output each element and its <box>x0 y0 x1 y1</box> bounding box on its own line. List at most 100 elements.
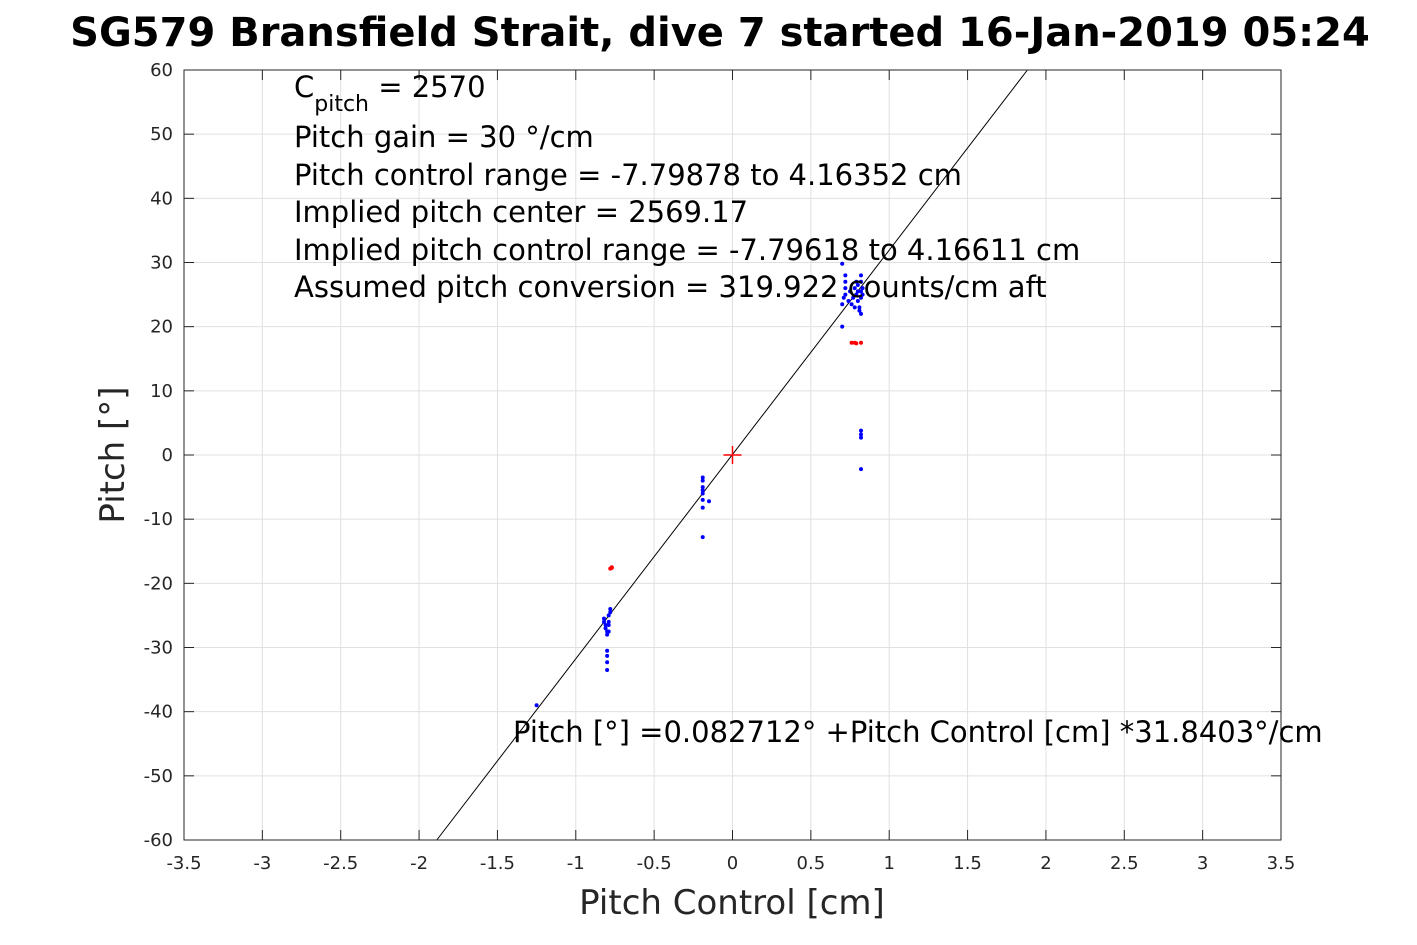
data-point-blue <box>849 302 854 307</box>
x-axis-label: Pitch Control [cm] <box>579 883 885 923</box>
data-point-blue <box>700 478 705 483</box>
x-tick-label: -2 <box>410 853 428 874</box>
pitch-gain-annotation: Pitch gain = 30 °/cm <box>294 120 594 154</box>
x-tick-label: 3 <box>1197 853 1208 874</box>
control-range-annotation: Pitch control range = -7.79878 to 4.1635… <box>294 158 962 192</box>
data-point-blue <box>852 286 857 291</box>
data-point-blue <box>848 289 853 294</box>
data-point-blue <box>840 302 845 307</box>
y-tick-label: -10 <box>144 509 173 530</box>
data-point-blue <box>840 324 845 329</box>
implied-range-annotation: Implied pitch control range = -7.79618 t… <box>294 233 1080 267</box>
x-tick-label: 2.5 <box>1110 853 1139 874</box>
data-point-blue <box>606 629 611 634</box>
y-tick-label: -30 <box>144 638 173 659</box>
data-point-blue <box>857 305 862 310</box>
data-point-blue <box>859 428 864 433</box>
y-tick-label: -40 <box>144 702 173 723</box>
data-point-blue <box>843 292 848 297</box>
y-tick-label: 40 <box>150 188 173 209</box>
data-point-blue <box>605 653 610 658</box>
x-tick-label: 3.5 <box>1267 853 1296 874</box>
data-point-blue <box>700 488 705 493</box>
x-tick-label: 1.5 <box>953 853 982 874</box>
data-point-red <box>609 565 614 570</box>
cpitch-annotation: Cpitch = 2570 <box>294 70 486 117</box>
data-point-blue <box>854 279 859 284</box>
x-tick-label: -3.5 <box>166 853 201 874</box>
data-point-blue <box>860 286 865 291</box>
data-point-blue <box>700 475 705 480</box>
data-point-blue <box>860 292 865 297</box>
data-point-blue <box>608 610 613 615</box>
y-tick-label: 10 <box>150 381 173 402</box>
data-point-blue <box>840 261 845 266</box>
y-tick-label: 50 <box>150 124 173 145</box>
y-tick-label: -50 <box>144 766 173 787</box>
data-point-blue <box>852 305 857 310</box>
data-point-blue <box>534 703 539 708</box>
data-point-blue <box>605 667 610 672</box>
data-point-blue <box>608 607 613 611</box>
data-point-blue <box>700 497 705 502</box>
cpitch-value: = 2570 <box>369 70 486 104</box>
data-point-blue <box>855 289 860 294</box>
data-point-blue <box>859 311 864 316</box>
data-point-blue <box>859 435 864 440</box>
data-point-blue <box>706 499 711 504</box>
y-tick-label: 0 <box>162 445 173 466</box>
data-point-blue <box>859 467 864 472</box>
data-point-blue <box>846 299 851 303</box>
x-tick-label: 1 <box>883 853 894 874</box>
data-point-red <box>854 341 859 346</box>
data-point-red <box>849 340 854 345</box>
y-tick-label: 20 <box>150 317 173 338</box>
x-tick-label: 0.5 <box>797 853 826 874</box>
data-point-blue <box>843 273 848 278</box>
data-point-blue <box>843 286 848 291</box>
y-axis-label: Pitch [°] <box>93 386 133 523</box>
y-tick-label: 30 <box>150 253 173 274</box>
x-tick-label: -0.5 <box>637 853 672 874</box>
x-tick-label: -1 <box>567 853 585 874</box>
data-point-blue <box>606 613 611 618</box>
data-point-blue <box>855 282 860 287</box>
y-tick-label: -20 <box>144 573 173 594</box>
x-tick-label: 0 <box>727 853 738 874</box>
fit-equation-annotation: Pitch [°] =0.082712° +Pitch Control [cm]… <box>513 715 1323 749</box>
data-point-blue <box>605 648 610 653</box>
data-point-blue <box>700 491 705 496</box>
data-point-blue <box>855 299 860 303</box>
data-point-blue <box>606 619 611 624</box>
data-point-blue <box>841 295 846 300</box>
data-point-blue <box>700 485 705 490</box>
data-point-blue <box>859 273 864 278</box>
axis-ticks: -3.5 -3 -2.5 -2 -1.5 -1 -0.5 0 0.5 1 1.5 2 2.5 3 3.5 -6… <box>144 60 1296 874</box>
conversion-annotation: Assumed pitch conversion = 319.922 count… <box>294 270 1047 304</box>
data-point-blue <box>601 616 606 621</box>
data-point-blue <box>859 279 864 284</box>
data-point-blue <box>606 623 611 628</box>
data-point-blue <box>857 308 862 313</box>
data-point-blue <box>603 623 608 628</box>
data-point-blue <box>601 619 606 624</box>
data-point-blue <box>854 292 859 297</box>
data-point-blue <box>843 279 848 284</box>
cpitch-symbol: C <box>294 70 314 104</box>
data-point-red <box>859 340 864 345</box>
data-point-blue <box>700 535 705 540</box>
implied-center-annotation: Implied pitch center = 2569.17 <box>294 195 748 229</box>
y-tick-label: 60 <box>150 60 173 81</box>
cpitch-subscript: pitch <box>314 92 369 117</box>
data-point-blue <box>859 289 864 294</box>
data-point-blue <box>700 505 705 510</box>
x-tick-label: -3 <box>253 853 271 874</box>
x-tick-label: -2.5 <box>323 853 358 874</box>
data-point-blue <box>851 295 856 300</box>
data-point-blue <box>603 626 608 631</box>
scatter-points <box>534 261 865 708</box>
y-tick-label: -60 <box>144 830 173 851</box>
data-point-blue <box>859 295 864 300</box>
chart-title: SG579 Bransfield Strait, dive 7 started … <box>70 10 1370 56</box>
